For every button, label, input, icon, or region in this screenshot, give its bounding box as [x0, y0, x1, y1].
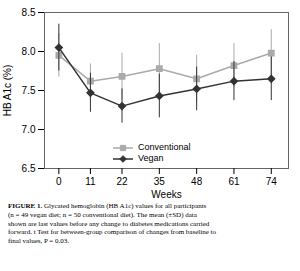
svg-text:61: 61 — [228, 176, 240, 187]
svg-text:74: 74 — [266, 176, 278, 187]
html-text:FIGURE 1. Glycated hemoglobin: FIGURE 1. Glycated hemoglobin (HB A1c) v… — [8, 202, 216, 245]
svg-text:35: 35 — [154, 176, 166, 187]
html-text:Vegan: Vegan — [138, 153, 164, 164]
svg-text:22: 22 — [116, 176, 128, 187]
svg-text:48: 48 — [191, 176, 203, 187]
svg-text:7.0: 7.0 — [22, 124, 36, 135]
svg-text:6.5: 6.5 — [22, 163, 36, 174]
html-text:Conventional: Conventional — [138, 142, 191, 153]
svg-text:8.0: 8.0 — [22, 46, 36, 57]
svg-text:Weeks: Weeks — [151, 189, 181, 200]
svg-text:0: 0 — [56, 176, 62, 187]
svg-text:11: 11 — [85, 176, 96, 187]
svg-text:8.5: 8.5 — [22, 7, 36, 18]
svg-text:7.5: 7.5 — [22, 85, 36, 96]
svg-text:HB A1c (%): HB A1c (%) — [2, 65, 13, 117]
